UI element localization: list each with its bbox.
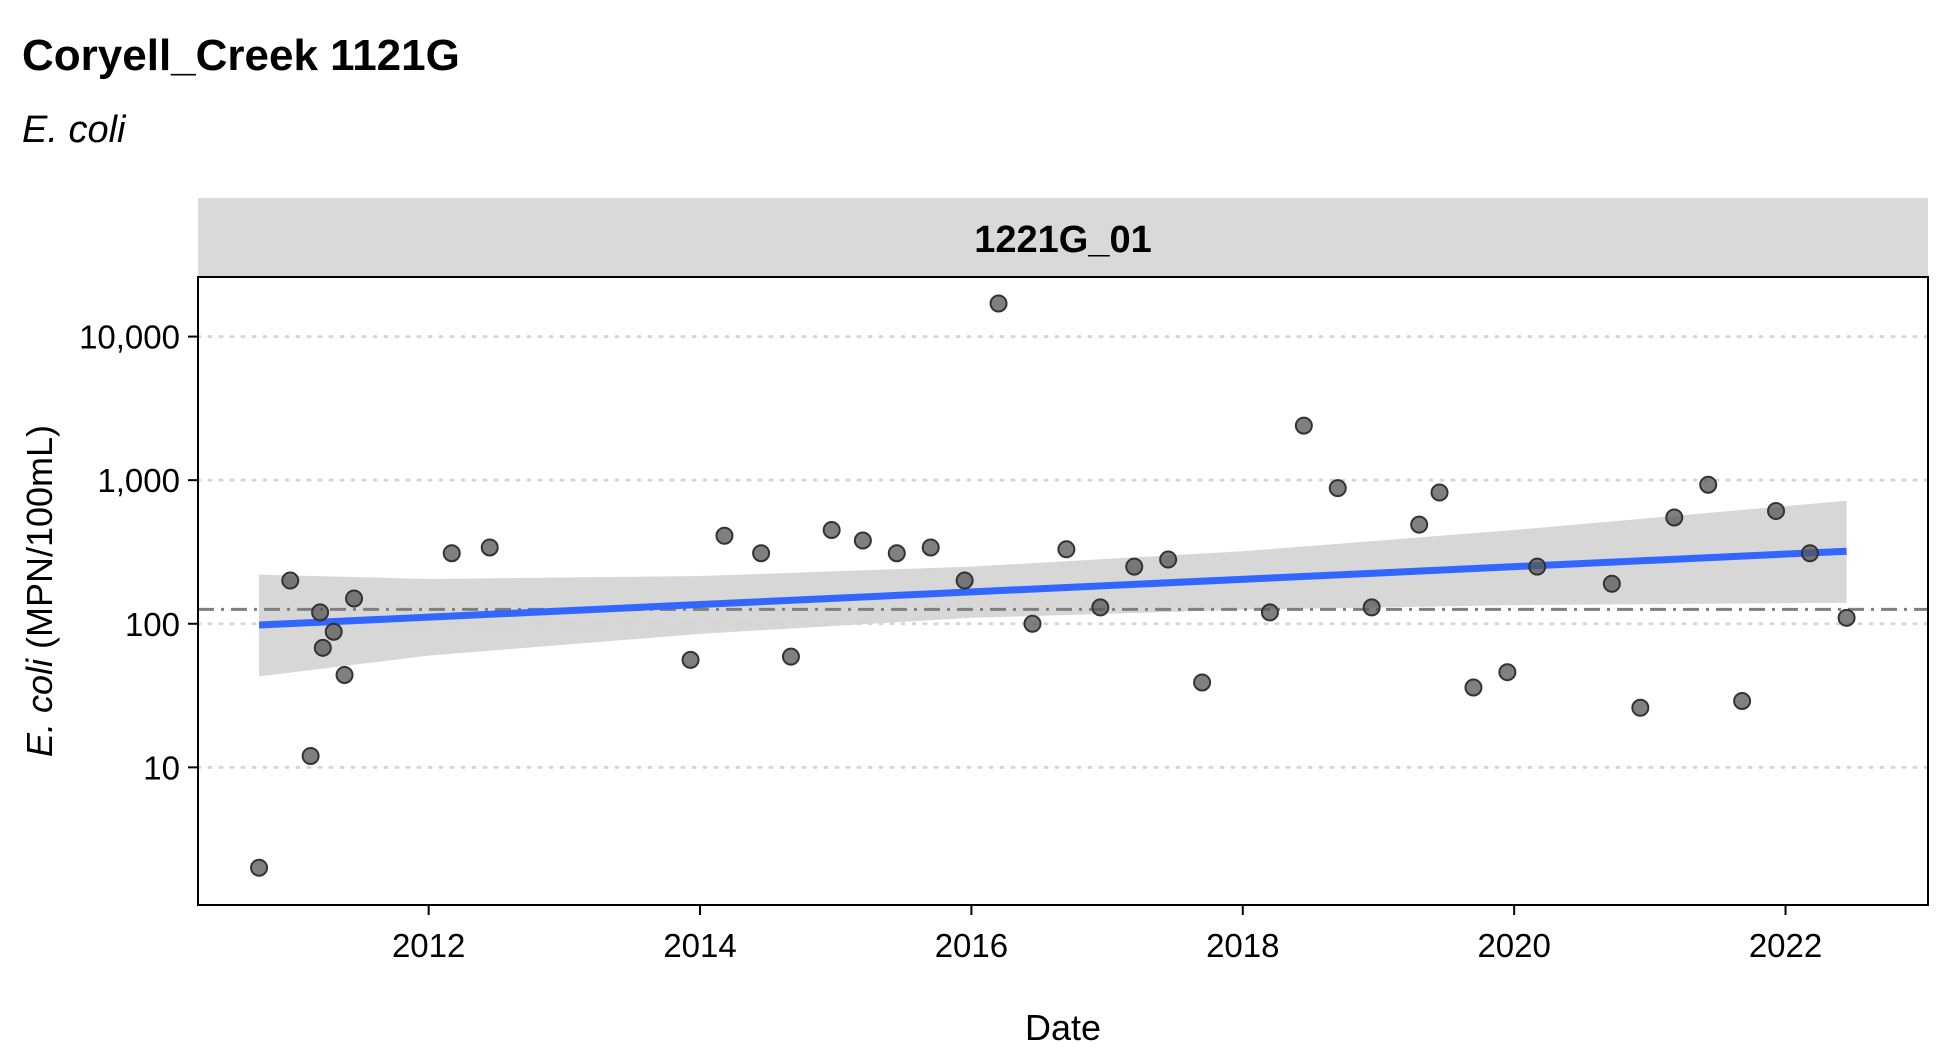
- data-point: [1023, 614, 1042, 633]
- y-tick-label: 100: [125, 606, 180, 643]
- x-tick-label: 2022: [1749, 927, 1822, 964]
- data-point: [1091, 598, 1110, 617]
- data-point: [752, 544, 771, 563]
- data-point: [345, 589, 364, 608]
- panel-border: [197, 276, 1929, 906]
- data-point: [681, 650, 700, 669]
- chart-subtitle: E. coli: [22, 109, 127, 151]
- data-point: [1602, 574, 1621, 593]
- data-point: [1193, 673, 1212, 692]
- y-tick-label: 10: [143, 749, 180, 786]
- trend-line: [258, 547, 1847, 629]
- data-point: [1430, 483, 1449, 502]
- y-axis-label-space: [19, 649, 60, 659]
- data-point: [1498, 663, 1517, 682]
- data-point: [853, 531, 872, 550]
- facet-strip: [198, 198, 1928, 277]
- data-point: [1328, 479, 1347, 498]
- x-tick-label: 2014: [663, 927, 736, 964]
- y-tick-label: 1,000: [97, 462, 180, 499]
- data-point: [1294, 416, 1313, 435]
- chart-title: Coryell_Creek 1121G: [22, 31, 460, 80]
- data-point: [250, 858, 269, 877]
- data-point: [281, 571, 300, 590]
- y-tick-label: 10,000: [79, 319, 180, 356]
- data-point: [301, 746, 320, 765]
- data-point: [822, 520, 841, 539]
- facet-label: 1221G_01: [974, 219, 1152, 261]
- data-point: [1800, 544, 1819, 563]
- y-axis-label-unit: (MPN/100mL): [19, 425, 60, 649]
- data-point: [335, 665, 354, 684]
- plot-panel: [196, 294, 1930, 877]
- data-point: [1767, 501, 1786, 520]
- data-point: [1665, 508, 1684, 527]
- data-point: [1464, 678, 1483, 697]
- data-point: [989, 294, 1008, 313]
- y-axis: 10 100 1,000 10,000: [79, 319, 198, 786]
- data-point: [1159, 550, 1178, 569]
- x-tick-label: 2020: [1477, 927, 1550, 964]
- y-axis-label: E. coli (MPN/100mL): [19, 425, 60, 757]
- data-point: [442, 544, 461, 563]
- data-point: [1528, 557, 1547, 576]
- data-point: [1699, 475, 1718, 494]
- x-tick-label: 2016: [935, 927, 1008, 964]
- data-point: [1837, 608, 1856, 627]
- data-point: [955, 571, 974, 590]
- data-point: [887, 544, 906, 563]
- data-point: [1057, 540, 1076, 559]
- data-point: [480, 538, 499, 557]
- data-point: [781, 647, 800, 666]
- data-point: [311, 603, 330, 622]
- x-tick-label: 2012: [392, 927, 465, 964]
- data-point: [1410, 515, 1429, 534]
- y-axis-label-italic: E. coli: [19, 658, 60, 757]
- data-point: [313, 638, 332, 657]
- data-point: [1260, 603, 1279, 622]
- data-point: [921, 538, 940, 557]
- data-point: [1362, 598, 1381, 617]
- x-tick-label: 2018: [1206, 927, 1279, 964]
- data-point: [324, 622, 343, 641]
- x-axis-label: Date: [1025, 1007, 1101, 1048]
- data-point: [715, 526, 734, 545]
- data-point: [1733, 691, 1752, 710]
- data-point: [1631, 698, 1650, 717]
- x-axis: 2012 2014 2016 2018 2020 2022: [392, 905, 1822, 964]
- data-point: [1125, 557, 1144, 576]
